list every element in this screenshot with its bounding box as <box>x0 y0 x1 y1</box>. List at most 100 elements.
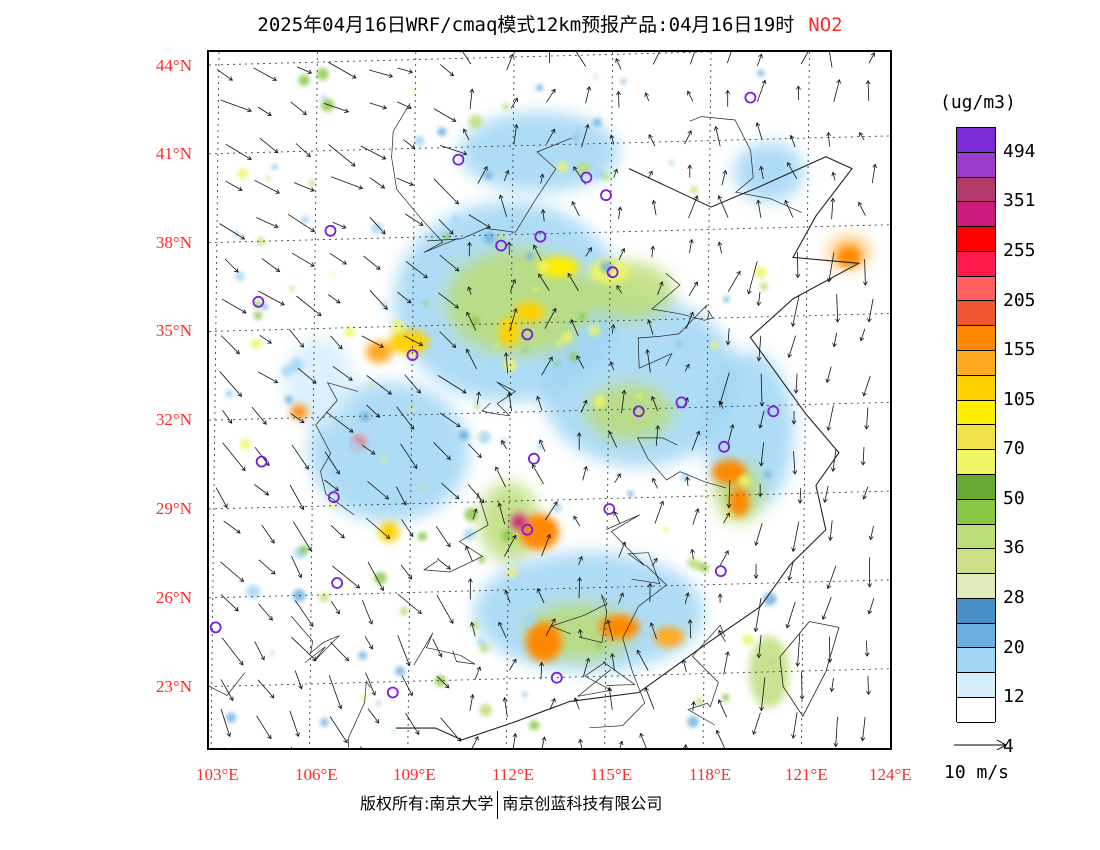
wind-arrow-shaft <box>465 546 473 562</box>
wind-arrow <box>541 356 553 376</box>
field-speck <box>234 271 245 282</box>
wind-arrow-head <box>791 547 796 553</box>
wind-arrow <box>618 592 624 604</box>
wind-arrow-head <box>647 319 652 325</box>
province-boundary <box>426 137 572 242</box>
field-speck <box>434 675 447 687</box>
wind-arrow <box>223 520 241 534</box>
wind-arrow <box>261 524 275 544</box>
wind-arrow <box>220 561 245 582</box>
wind-arrow <box>438 218 454 235</box>
wind-arrow <box>790 295 800 327</box>
wind-arrow-shaft <box>790 135 796 148</box>
wind-arrow <box>291 556 303 579</box>
field-speck <box>360 411 370 422</box>
wind-arrow-head <box>533 244 538 250</box>
wind-arrow-shaft <box>436 558 451 570</box>
colorbar-segment <box>957 425 995 451</box>
wind-arrow <box>329 716 348 744</box>
wind-arrow-head <box>418 341 424 346</box>
wind-arrow <box>835 294 840 323</box>
wind-arrow-shaft <box>435 526 451 547</box>
wind-arrow-shaft <box>618 91 620 108</box>
station-marker <box>632 405 645 418</box>
wind-arrow-head <box>466 311 471 317</box>
wind-arrow-head <box>309 622 314 627</box>
wind-arrow-head <box>548 356 553 362</box>
station-marker <box>718 440 730 453</box>
wind-arrow <box>655 425 661 447</box>
wind-arrow-head <box>553 501 558 506</box>
wind-arrow-shaft <box>328 675 342 709</box>
wind-arrow <box>290 746 293 748</box>
wind-arrow-head <box>474 736 479 741</box>
wind-arrow <box>328 675 343 710</box>
wind-arrow-head <box>714 125 719 131</box>
field-speck <box>321 94 326 100</box>
field-speck <box>532 287 539 293</box>
wind-arrow-head <box>316 311 322 317</box>
wind-arrow-head <box>297 573 303 579</box>
wind-arrow-shaft <box>257 371 278 383</box>
field-speck <box>573 135 579 141</box>
field-speck <box>742 634 754 646</box>
wind-arrow-head <box>826 426 832 432</box>
wind-arrow-head <box>753 574 759 580</box>
wind-arrow-shaft <box>575 52 587 67</box>
wind-arrow <box>397 291 412 304</box>
wind-arrow <box>332 365 353 381</box>
wind-arrow <box>685 476 690 487</box>
wind-arrow-shaft <box>469 89 473 110</box>
wind-arrow <box>504 589 511 604</box>
wind-arrow <box>404 374 421 394</box>
wind-arrow-head <box>340 533 345 539</box>
wind-arrow-shaft <box>716 730 725 748</box>
wind-arrow-head <box>384 495 390 500</box>
wind-arrow-shaft <box>404 335 423 346</box>
wind-arrow <box>331 565 361 589</box>
wind-arrow-head <box>578 738 584 744</box>
wind-arrow <box>539 439 546 452</box>
wind-arrow-head <box>756 357 762 362</box>
wind-arrow-head <box>235 349 240 355</box>
wind-arrow-head <box>344 108 350 114</box>
wind-arrow <box>362 444 376 455</box>
colorbar-label: 351 <box>1003 190 1036 212</box>
wind-arrow-shaft <box>614 473 621 483</box>
wind-arrow-head <box>418 221 424 226</box>
wind-arrow-shaft <box>361 335 384 348</box>
wind-arrow-shaft <box>691 431 700 451</box>
wind-arrow <box>725 328 731 346</box>
wind-arrow-head <box>368 644 373 650</box>
field-speck <box>320 718 329 727</box>
wind-arrow <box>538 273 550 291</box>
wind-arrow <box>331 176 364 190</box>
wind-arrow-shaft <box>728 480 731 508</box>
wind-arrow-shaft <box>756 122 763 140</box>
wind-arrow-head <box>685 476 690 481</box>
wind-arrow-head <box>416 389 421 394</box>
wind-arrow <box>324 479 339 492</box>
station-marker <box>550 671 563 684</box>
station-marker <box>767 405 780 418</box>
wind-arrow <box>718 400 724 409</box>
wind-arrow-head <box>374 718 380 724</box>
wind-arrow-head <box>551 697 556 703</box>
wind-arrow <box>477 166 488 184</box>
wind-arrow <box>826 565 837 590</box>
wind-arrow-head <box>864 425 870 430</box>
wind-arrow <box>258 290 285 306</box>
wind-arrow-shaft <box>223 520 241 534</box>
wind-arrow-shaft <box>652 478 658 489</box>
wind-arrow <box>645 348 651 373</box>
wind-arrow-shaft <box>540 174 544 184</box>
wind-arrow-head <box>621 541 626 547</box>
wind-arrow <box>727 423 735 446</box>
field-patch <box>584 382 674 442</box>
wind-arrow-head <box>335 609 340 615</box>
wind-arrow-shaft <box>403 139 416 149</box>
wind-arrow-head <box>298 684 303 690</box>
wind-arrow-head <box>652 477 657 483</box>
wind-arrow-shaft <box>220 679 234 701</box>
wind-arrow <box>757 53 763 66</box>
